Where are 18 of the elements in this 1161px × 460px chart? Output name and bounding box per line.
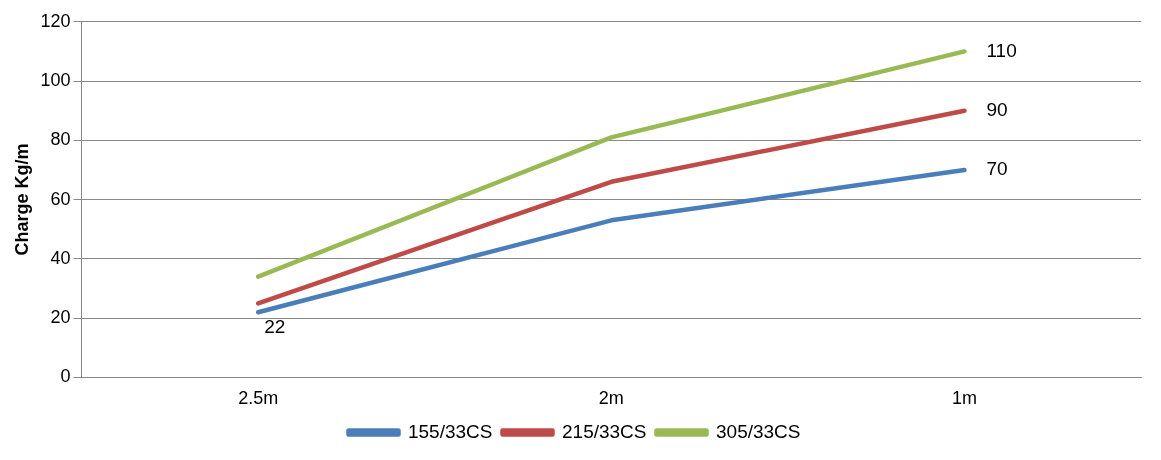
legend-label: 305/33CS [716, 420, 801, 442]
y-axis-title: Charge Kg/m [11, 143, 32, 256]
legend-label: 155/33CS [407, 420, 493, 442]
x-tick-label: 2m [598, 388, 624, 409]
data-label: 70 [986, 158, 1008, 180]
y-tick-label: 20 [50, 307, 71, 328]
data-label: 110 [986, 39, 1017, 61]
legend-label: 215/33CS [562, 420, 647, 442]
x-tick-label: 1m [951, 388, 977, 409]
y-tick-label: 0 [60, 366, 71, 387]
y-tick-label: 60 [50, 188, 71, 209]
data-label: 90 [986, 98, 1008, 120]
data-label: 22 [264, 316, 286, 338]
y-tick-label: 40 [50, 247, 71, 268]
x-tick-label: 2.5m [238, 388, 279, 409]
y-tick-label: 80 [50, 129, 71, 150]
y-tick-label: 120 [40, 10, 71, 31]
y-tick-label: 100 [40, 70, 71, 91]
